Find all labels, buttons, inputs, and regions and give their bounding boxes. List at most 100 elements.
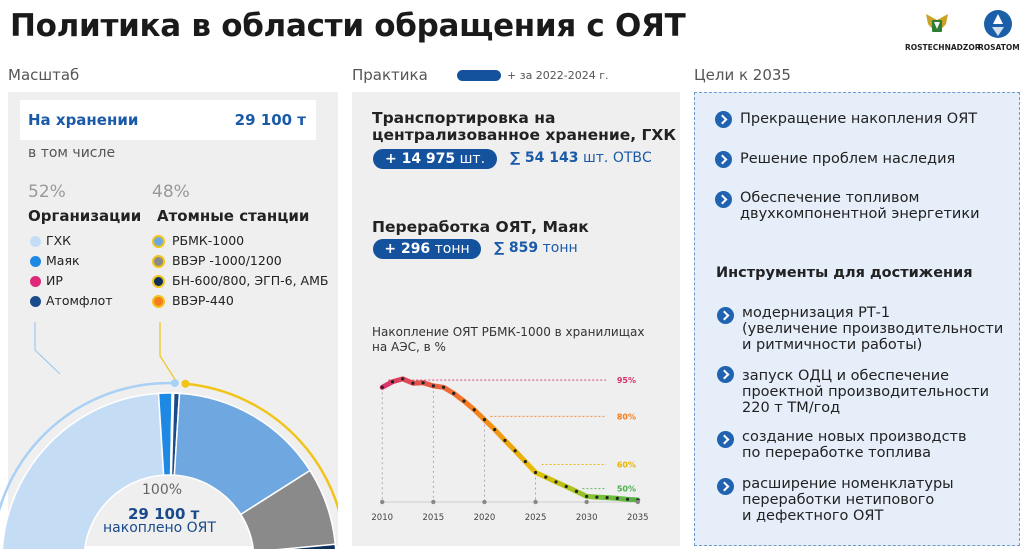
threshold-label: 80% <box>617 412 636 421</box>
legend-swatch <box>457 70 501 81</box>
legend-item-gkhk: ГХК <box>46 233 72 248</box>
data-point <box>615 496 619 500</box>
npp-title: Атомные станции <box>157 207 310 225</box>
arrow-icon <box>717 478 734 495</box>
tool-2-line2: проектной производительности <box>742 384 989 400</box>
threshold-label: 60% <box>617 461 636 470</box>
npp-bracket-dot <box>181 379 190 388</box>
reproc-total: ∑ 859 тонн <box>494 240 578 256</box>
storage-box: На хранении 29 100 т <box>20 100 316 140</box>
reproc-title: Переработка ОЯТ, Маяк <box>372 218 589 236</box>
tool-2-line3: 220 т ТМ/год <box>742 400 841 416</box>
data-point <box>564 484 568 489</box>
data-point <box>390 380 395 384</box>
transport-added-value: + 14 975 <box>384 151 456 167</box>
legend-item-mayak: Маяк <box>46 253 80 268</box>
transport-added-pill: + 14 975 шт. <box>373 149 497 169</box>
data-point <box>411 381 415 385</box>
reproc-added-value: + 296 <box>384 241 431 257</box>
tool-3-line2: по переработке топлива <box>742 445 932 461</box>
legend-note: + за 2022-2024 г. <box>507 69 609 82</box>
npp-bracket-arc <box>185 382 338 513</box>
data-point <box>523 460 527 464</box>
x-tick-mark <box>533 499 538 505</box>
donut-slice <box>1 392 165 549</box>
tool-4-line3: и дефектного ОЯТ <box>742 508 884 524</box>
legend-dot <box>30 256 41 267</box>
line-chart: 95% 80% 60% 50% 2010 2015 2020 2025 2030 2035 <box>371 376 648 523</box>
data-point <box>503 438 507 443</box>
data-point <box>533 470 538 475</box>
arrow-icon <box>717 307 734 324</box>
data-point <box>482 418 487 422</box>
legend-item-atomflot: Атомфлот <box>46 293 113 308</box>
goal-item-1: Прекращение накопления ОЯТ <box>740 111 978 127</box>
series-line <box>379 376 641 503</box>
legend-dot <box>30 296 41 307</box>
data-point <box>554 480 558 484</box>
tool-4-line2: переработки нетипового <box>742 492 935 508</box>
goal-item-3-line2: двухкомпонентной энергетики <box>740 206 980 222</box>
data-point <box>421 381 425 385</box>
arrow-icon <box>717 366 734 383</box>
chart-title-line2: на АЭС, в % <box>372 340 446 354</box>
data-point <box>605 496 609 500</box>
legend-item-rbmk: РБМК-1000 <box>172 233 245 248</box>
threshold-label: 50% <box>617 485 636 494</box>
tool-4-line1: расширение номенклатуры <box>742 476 954 492</box>
x-tick-mark <box>584 499 589 505</box>
arrow-icon <box>715 111 732 128</box>
legend-dot <box>30 236 41 247</box>
rostechnadzor-emblem-icon <box>926 14 948 32</box>
data-point <box>452 391 456 395</box>
storage-label: На хранении <box>28 111 139 129</box>
arrow-icon <box>715 191 732 208</box>
rosatom-logo-icon <box>984 10 1012 38</box>
data-point <box>380 385 384 389</box>
donut-chart <box>0 322 338 549</box>
legend-item-ir: ИР <box>46 273 63 288</box>
section-practice-title: Практика <box>352 66 428 84</box>
x-tick-mark <box>431 499 436 505</box>
reproc-added-pill: + 296 тонн <box>373 239 481 259</box>
tool-1-line2: (увеличение производительности <box>742 321 1004 337</box>
arrow-icon <box>717 431 734 448</box>
data-point <box>585 494 589 499</box>
data-point <box>472 408 476 412</box>
legend-dot <box>152 255 165 268</box>
reproc-added-unit: тонн <box>430 241 470 257</box>
data-point <box>431 384 435 388</box>
org-bracket-arc <box>0 381 175 513</box>
legend-dot <box>30 276 41 287</box>
org-bracket-dot <box>170 379 179 388</box>
legend-dot <box>152 295 165 308</box>
transport-added-unit: шт. <box>455 151 486 167</box>
data-point <box>493 427 497 432</box>
goals-panel <box>694 92 1020 546</box>
data-point <box>462 399 466 403</box>
transport-total-value: ∑ 54 143 <box>510 150 579 166</box>
transport-total-unit: шт. ОТВС <box>578 150 652 166</box>
legend-dot <box>152 235 165 248</box>
storage-value: 29 100 т <box>234 111 306 129</box>
chart-title-line1: Накопление ОЯТ РБМК-1000 в хранилищах <box>372 325 645 339</box>
x-tick-label: 2025 <box>525 513 547 523</box>
org-title: Организации <box>28 207 142 225</box>
legend-dot <box>152 275 165 288</box>
data-point <box>513 449 517 453</box>
data-point <box>625 497 630 501</box>
goal-item-2: Решение проблем наследия <box>740 151 956 167</box>
donut-total-label: накоплено ОЯТ <box>103 520 216 536</box>
donut-total-value: 29 100 т <box>128 505 200 523</box>
org-percent: 52% <box>28 182 66 202</box>
data-point <box>544 475 548 479</box>
data-point <box>574 489 579 493</box>
transport-title-line2: централизованное хранение, ГХК <box>372 126 676 144</box>
tools-title: Инструменты для достижения <box>716 265 973 281</box>
x-tick-label: 2030 <box>576 513 598 523</box>
x-tick-label: 2015 <box>423 513 445 523</box>
data-point <box>595 495 599 499</box>
goal-item-3-line1: Обеспечение топливом <box>740 190 920 206</box>
tool-3-line1: создание новых производств <box>742 429 967 445</box>
transport-title-line1: Транспортировка на <box>372 109 556 127</box>
